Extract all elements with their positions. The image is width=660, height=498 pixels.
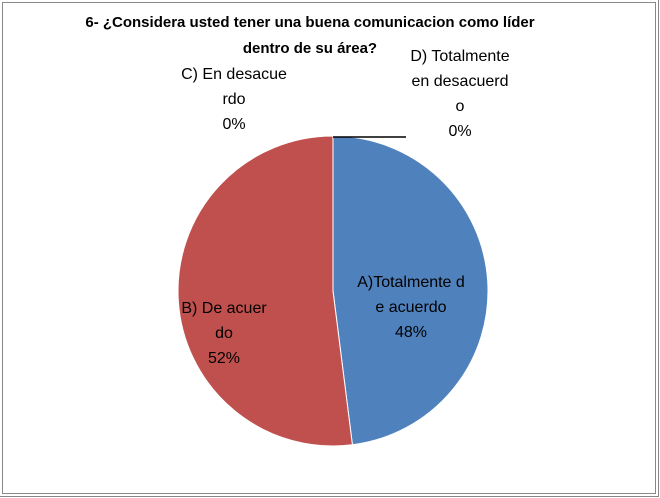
pie-slice	[177, 135, 353, 447]
slice-label: A)Totalmente de acuerdo 48%	[355, 270, 467, 345]
chart-title: 6- ¿Considera usted tener una buena comu…	[85, 14, 535, 57]
category-label: B) De acuerdo	[181, 300, 267, 342]
value-label: 0%	[448, 123, 472, 140]
value-label: 48%	[394, 324, 428, 341]
value-label: 0%	[222, 116, 246, 133]
slice-label: C) En desacuerdo 0%	[180, 62, 288, 137]
slice-label: D) Totalmente en desacuerdo 0%	[410, 44, 510, 144]
slice-label: B) De acuerdo 52%	[180, 296, 268, 371]
value-label: 52%	[207, 350, 241, 367]
chart-frame	[2, 2, 656, 494]
category-label: D) Totalmente en desacuerdo	[410, 48, 510, 115]
pie-slice	[332, 135, 489, 446]
category-label: A)Totalmente de acuerdo	[357, 274, 465, 316]
category-label: C) En desacuerdo	[181, 66, 287, 108]
